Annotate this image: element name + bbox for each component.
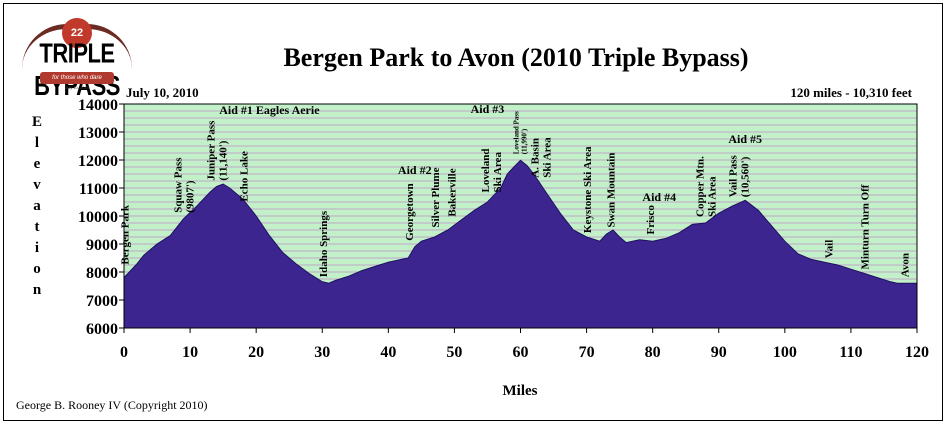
- logo-date: July 10, 2010: [65, 85, 89, 90]
- location-label: A. Basin: [529, 138, 541, 178]
- y-axis-label-letter: i: [35, 240, 39, 256]
- location-sublabel: (9807'): [184, 180, 196, 213]
- location-label: Squaw Pass: [172, 157, 184, 213]
- x-tick-label: 0: [120, 344, 128, 361]
- y-tick-label: 12000: [78, 153, 118, 170]
- chart-distance-climb: 120 miles - 10,310 feet: [790, 85, 912, 100]
- location-label: Georgetown: [404, 183, 416, 240]
- y-axis-label-letter: n: [33, 282, 42, 298]
- plot-area: 6000 7000 8000 9000 10000 11000 12000 13000 1400…: [78, 97, 929, 361]
- copyright-credit: George B. Rooney IV (Copyright 2010): [16, 398, 208, 412]
- location-sublabel: Ski Area: [492, 152, 504, 193]
- chart-frame: 22 TRIPLE BYPASS for those who dare July…: [3, 3, 943, 421]
- location-label: Vail: [823, 240, 835, 259]
- y-tick-label: 14000: [78, 97, 118, 114]
- location-label: Silver Plume: [430, 167, 442, 227]
- x-tick-label: 90: [711, 344, 727, 361]
- aid-station-label: Aid #4: [642, 190, 676, 204]
- chart-title: Bergen Park to Avon (2010 Triple Bypass): [283, 43, 748, 72]
- elevation-profile-area: [123, 159, 918, 329]
- location-label: Juniper Pass: [206, 120, 218, 181]
- aid-station-label: Aid #1 Eagles Aerie: [219, 103, 320, 117]
- y-axis-label-letter: t: [35, 219, 40, 235]
- y-tick-label: 9000: [86, 237, 118, 254]
- x-tick-label: 30: [314, 344, 330, 361]
- x-tick-label: 20: [248, 344, 264, 361]
- x-tick-label: 70: [579, 344, 595, 361]
- y-tick-label: 7000: [86, 293, 118, 310]
- y-axis-label-letter: a: [33, 198, 41, 214]
- y-axis-label-letter: e: [34, 156, 41, 172]
- aid-station-label: Aid #5: [728, 132, 762, 146]
- location-label: Frisco: [645, 205, 657, 235]
- location-sublabel: (11,990'): [521, 128, 529, 154]
- x-tick-label: 40: [380, 344, 396, 361]
- logo-ribbon: [40, 72, 114, 84]
- location-label: Echo Lake: [239, 151, 251, 202]
- triple-bypass-logo: 22 TRIPLE BYPASS for those who dare July…: [12, 14, 142, 101]
- x-axis-label: Miles: [503, 383, 538, 399]
- location-label: Vail Pass: [728, 154, 740, 197]
- y-axis-label-letter: v: [33, 177, 41, 193]
- logo-badge: 22: [62, 18, 92, 48]
- location-label: Bakerville: [447, 168, 459, 216]
- x-tick-label: 80: [645, 344, 661, 361]
- x-tick-label: 10: [182, 344, 198, 361]
- location-label: Idaho Springs: [318, 210, 330, 277]
- location-sublabel: Ski Area: [541, 137, 553, 178]
- y-tick-label: 8000: [86, 265, 118, 282]
- y-tick-label: 13000: [78, 125, 118, 142]
- x-tick-label: 50: [446, 344, 462, 361]
- location-label: Keystone Ski Area: [582, 146, 594, 233]
- location-sublabel: (11,140'): [218, 140, 230, 180]
- location-sublabel: (10,560'): [740, 156, 752, 197]
- aid-station-label: Aid #2: [398, 163, 432, 177]
- x-tick-label: 120: [905, 344, 929, 361]
- location-label: Loveland Pass: [513, 111, 521, 154]
- y-tick-label: 6000: [86, 321, 118, 338]
- elevation-chart: Bergen Park to Avon (2010 Triple Bypass)…: [16, 43, 929, 412]
- location-label: Minturn Turn Off: [860, 184, 872, 269]
- y-axis-label-letter: l: [35, 135, 39, 151]
- x-tick-label: 60: [513, 344, 529, 361]
- x-tick-label: 110: [839, 344, 862, 361]
- location-label: Swan Mountain: [605, 153, 617, 228]
- location-label: Loveland: [480, 148, 492, 192]
- logo-tagline: for those who dare: [52, 75, 102, 81]
- location-label: Avon: [899, 253, 911, 277]
- y-axis-label-letter: E: [32, 114, 42, 130]
- aid-station-label: Aid #3: [471, 102, 505, 116]
- location-sublabel: Ski Area: [707, 176, 719, 217]
- chart-date: July 10, 2010: [126, 85, 199, 100]
- y-tick-label: 11000: [79, 181, 118, 198]
- y-axis-label-letter: o: [33, 261, 41, 277]
- location-label: Bergen Park: [120, 204, 132, 264]
- x-tick-label: 100: [773, 344, 797, 361]
- y-tick-label: 10000: [78, 209, 118, 226]
- location-label: Copper Mtn.: [695, 156, 707, 217]
